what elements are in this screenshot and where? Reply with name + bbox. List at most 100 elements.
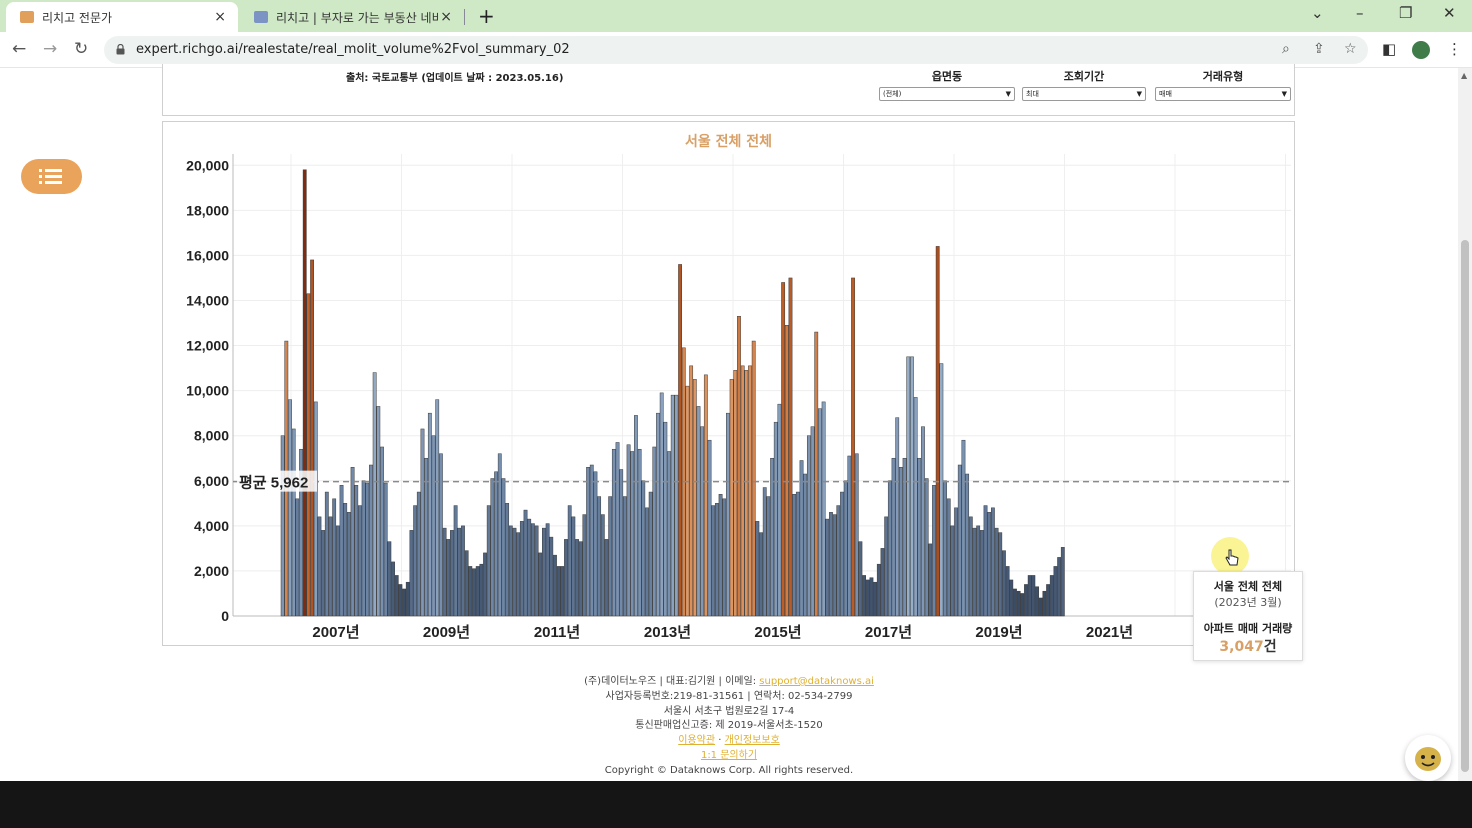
- minimize-icon[interactable]: –: [1356, 4, 1364, 22]
- back-icon[interactable]: ←: [12, 39, 27, 59]
- close-window-icon[interactable]: ✕: [1443, 4, 1456, 22]
- tab-title: 리치고 전문가: [42, 10, 113, 25]
- x-tick-label: 2011년: [534, 624, 580, 641]
- bar: [479, 563, 484, 617]
- bar: [766, 496, 771, 617]
- bar: [321, 530, 326, 617]
- bar: [567, 505, 572, 617]
- bar: [468, 566, 473, 617]
- bar: [781, 282, 786, 617]
- sidepanel-icon[interactable]: ◧: [1382, 40, 1397, 58]
- bar: [762, 487, 767, 617]
- footer-company-line: (주)데이터노우즈 | 대표:김기원 | 이메일: support@datakn…: [0, 675, 1458, 690]
- address-bar[interactable]: expert.richgo.ai/realestate/real_molit_v…: [104, 36, 1368, 64]
- period-select-value: 최대: [1026, 90, 1039, 98]
- bar: [906, 356, 911, 617]
- bar: [1031, 575, 1036, 617]
- chatbot-face-icon: [1415, 747, 1441, 771]
- privacy-link[interactable]: 개인정보보호: [724, 735, 780, 747]
- link-separator: ·: [715, 735, 725, 747]
- bar: [519, 521, 524, 617]
- bar: [862, 575, 866, 617]
- period-select[interactable]: 최대 ▼: [1022, 87, 1146, 101]
- region-select[interactable]: (전체) ▼: [879, 87, 1015, 101]
- bar: [600, 514, 605, 617]
- reload-icon[interactable]: ↻: [74, 39, 89, 59]
- bar: [917, 457, 922, 617]
- region-select-value: (전체): [883, 90, 902, 98]
- bar: [865, 579, 870, 617]
- bar: [508, 525, 513, 617]
- bar: [453, 505, 458, 617]
- share-icon[interactable]: ⇪: [1313, 41, 1325, 57]
- bar: [1053, 566, 1058, 617]
- restore-icon[interactable]: ❐: [1399, 4, 1413, 22]
- footer-address: 서울시 서초구 법원로2길 17-4: [663, 705, 795, 717]
- inquiry-link[interactable]: 1:1 문의하기: [700, 749, 758, 761]
- bar: [424, 457, 429, 617]
- bar: [516, 532, 521, 617]
- bar: [604, 539, 609, 617]
- chatbot-button[interactable]: [1405, 735, 1451, 781]
- transaction-type-filter: 거래유형 매매 ▼: [1155, 68, 1291, 101]
- bar: [932, 485, 936, 617]
- scroll-thumb[interactable]: [1461, 240, 1469, 772]
- x-tick-label: 2021년: [1086, 624, 1133, 641]
- bar: [530, 523, 535, 617]
- bar: [759, 532, 763, 617]
- tab-close-icon[interactable]: ×: [214, 9, 226, 25]
- bar: [990, 507, 995, 617]
- average-label-bg: [237, 470, 317, 492]
- tab-search-icon[interactable]: ⌄: [1311, 4, 1324, 22]
- period-filter-label: 조회기간: [1063, 70, 1105, 83]
- bar: [387, 541, 392, 617]
- bar: [910, 356, 914, 617]
- bar: [457, 527, 462, 617]
- bar: [976, 525, 981, 617]
- bar: [843, 480, 848, 617]
- tooltip-metric: 아파트 매매 거래량: [1203, 622, 1293, 635]
- bar: [972, 527, 977, 617]
- footer-email-link[interactable]: support@dataknows.ai: [759, 676, 874, 687]
- y-tick-label: 12,000: [186, 338, 229, 354]
- bar: [505, 503, 510, 617]
- bar: [818, 408, 822, 617]
- zoom-icon[interactable]: ⌕: [1282, 41, 1290, 57]
- period-filter: 조회기간 최대 ▼: [1022, 68, 1146, 101]
- tooltip-value: 3,047: [1219, 639, 1264, 655]
- terms-link[interactable]: 이용약관: [678, 735, 716, 747]
- bar: [302, 169, 307, 617]
- bar: [648, 491, 653, 617]
- star-icon[interactable]: ☆: [1344, 41, 1357, 57]
- chart-tooltip: 서울 전체 전체 (2023년 3월) 아파트 매매 거래량 3,047건: [1193, 571, 1303, 661]
- y-tick-label: 6,000: [194, 473, 229, 489]
- bar: [924, 478, 929, 617]
- tab-richgo-navi[interactable]: 리치고 | 부자로 가는 부동산 네비 ×: [240, 2, 464, 32]
- bar: [490, 478, 495, 617]
- bar: [442, 527, 447, 617]
- bar: [773, 421, 778, 617]
- scroll-up-arrow-icon[interactable]: ▲: [1461, 71, 1468, 80]
- filter-panel: 출처: 국토교통부 (업데이트 날짜 : 2023.05.16) 읍면동 (전체…: [162, 64, 1295, 116]
- bar: [707, 439, 712, 617]
- y-tick-label: 10,000: [186, 383, 229, 399]
- bar: [512, 527, 517, 617]
- page-scrollbar[interactable]: ▲: [1458, 68, 1472, 781]
- footer-business-number: 사업자등록번호:219-81-31561 | 연락처: 02-534-2799: [605, 690, 853, 702]
- menu-dots-icon[interactable]: ⋮: [1447, 40, 1462, 58]
- bar: [674, 394, 679, 617]
- tooltip-date: (2023년 3월): [1214, 596, 1282, 609]
- forward-icon[interactable]: →: [43, 39, 58, 59]
- tab-richgo-expert[interactable]: 리치고 전문가 ×: [6, 2, 238, 32]
- tab-close-icon[interactable]: ×: [440, 9, 452, 25]
- bar: [740, 365, 745, 617]
- list-menu-button[interactable]: [21, 159, 82, 194]
- bar: [431, 435, 436, 617]
- bar: [343, 503, 348, 617]
- tooltip-value-line: 3,047건: [1194, 636, 1302, 656]
- type-select[interactable]: 매매 ▼: [1155, 87, 1291, 101]
- new-tab-button[interactable]: +: [478, 4, 495, 28]
- profile-icon[interactable]: [1412, 41, 1430, 59]
- bar: [586, 467, 590, 617]
- bar: [461, 525, 465, 617]
